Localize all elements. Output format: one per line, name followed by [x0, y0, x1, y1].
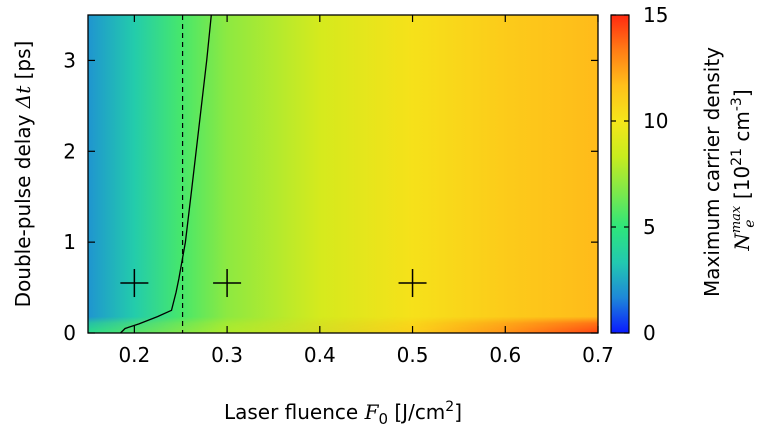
x-tick-label: 0.3	[211, 343, 243, 367]
heatmap-field	[88, 15, 598, 333]
colorbar: 0 5 10 15	[610, 3, 668, 345]
x-axis-label-prefix: Laser fluence	[224, 400, 365, 424]
x-tick-label: 0.2	[118, 343, 150, 367]
y-tick-label: 1	[63, 230, 76, 254]
colorbar-label-unit-exponent: 21	[729, 148, 745, 166]
colorbar-tick-label: 5	[643, 215, 656, 239]
colorbar-gradient-rect	[610, 14, 630, 334]
x-tick-label: 0.7	[582, 343, 614, 367]
cross-marker	[213, 269, 242, 298]
y-axis-label: Double-pulse delay Δt [ps]	[11, 41, 35, 308]
plot-frame	[87, 14, 599, 334]
x-axis-label-subscript: 0	[378, 410, 388, 428]
x-axis-label-symbol: F	[364, 400, 380, 424]
x-axis-label-unit-close: ]	[454, 400, 462, 424]
x-tick-label: 0.5	[397, 343, 429, 367]
x-axis-label-unit-superscript: 2	[445, 399, 454, 415]
y-tick-label: 3	[63, 48, 76, 72]
colorbar-label-unit-close: ]	[730, 89, 754, 97]
colorbar-label-symbol: N	[730, 232, 754, 252]
cross-marker	[120, 269, 149, 298]
colorbar-label-unit-exponent2: -3	[729, 97, 745, 111]
y-tick-label: 0	[63, 321, 76, 345]
colorbar-tick-label: 0	[643, 321, 656, 345]
plot-area	[88, 15, 598, 333]
colorbar-tick-label: 10	[643, 109, 668, 133]
y-axis-label-prefix: Double-pulse delay	[11, 108, 35, 307]
colorbar-label-unit-open: [10	[730, 166, 754, 206]
heatmap-low-delay-band	[88, 316, 598, 333]
colorbar-label-line2: Nmaxe [1021 cm-3]	[729, 89, 758, 251]
x-axis-label: Laser fluence F0 [J/cm2]	[224, 399, 462, 428]
x-axis-label-unit: [J/cm	[388, 400, 445, 424]
colorbar-label-superscript: max	[729, 205, 744, 233]
colorbar-label-subscript: e	[742, 219, 758, 227]
colorbar-label-line1: Maximum carrier density	[700, 47, 724, 297]
x-tick-label: 0.4	[304, 343, 336, 367]
cross-marker	[398, 269, 427, 298]
y-axis-label-symbol: Δt	[11, 85, 35, 109]
colorbar-tick-label: 15	[643, 3, 668, 27]
overlay-layer	[120, 14, 427, 334]
y-axis-label-unit: [ps]	[11, 41, 35, 86]
colorbar-label-unit-mid: cm	[730, 111, 754, 148]
threshold-curve	[120, 14, 212, 334]
x-tick-label: 0.6	[489, 343, 521, 367]
y-tick-label: 2	[63, 139, 76, 163]
tick-layer: 0.2 0.3 0.4 0.5 0.6 0.7 0 1 2 3	[63, 15, 614, 367]
